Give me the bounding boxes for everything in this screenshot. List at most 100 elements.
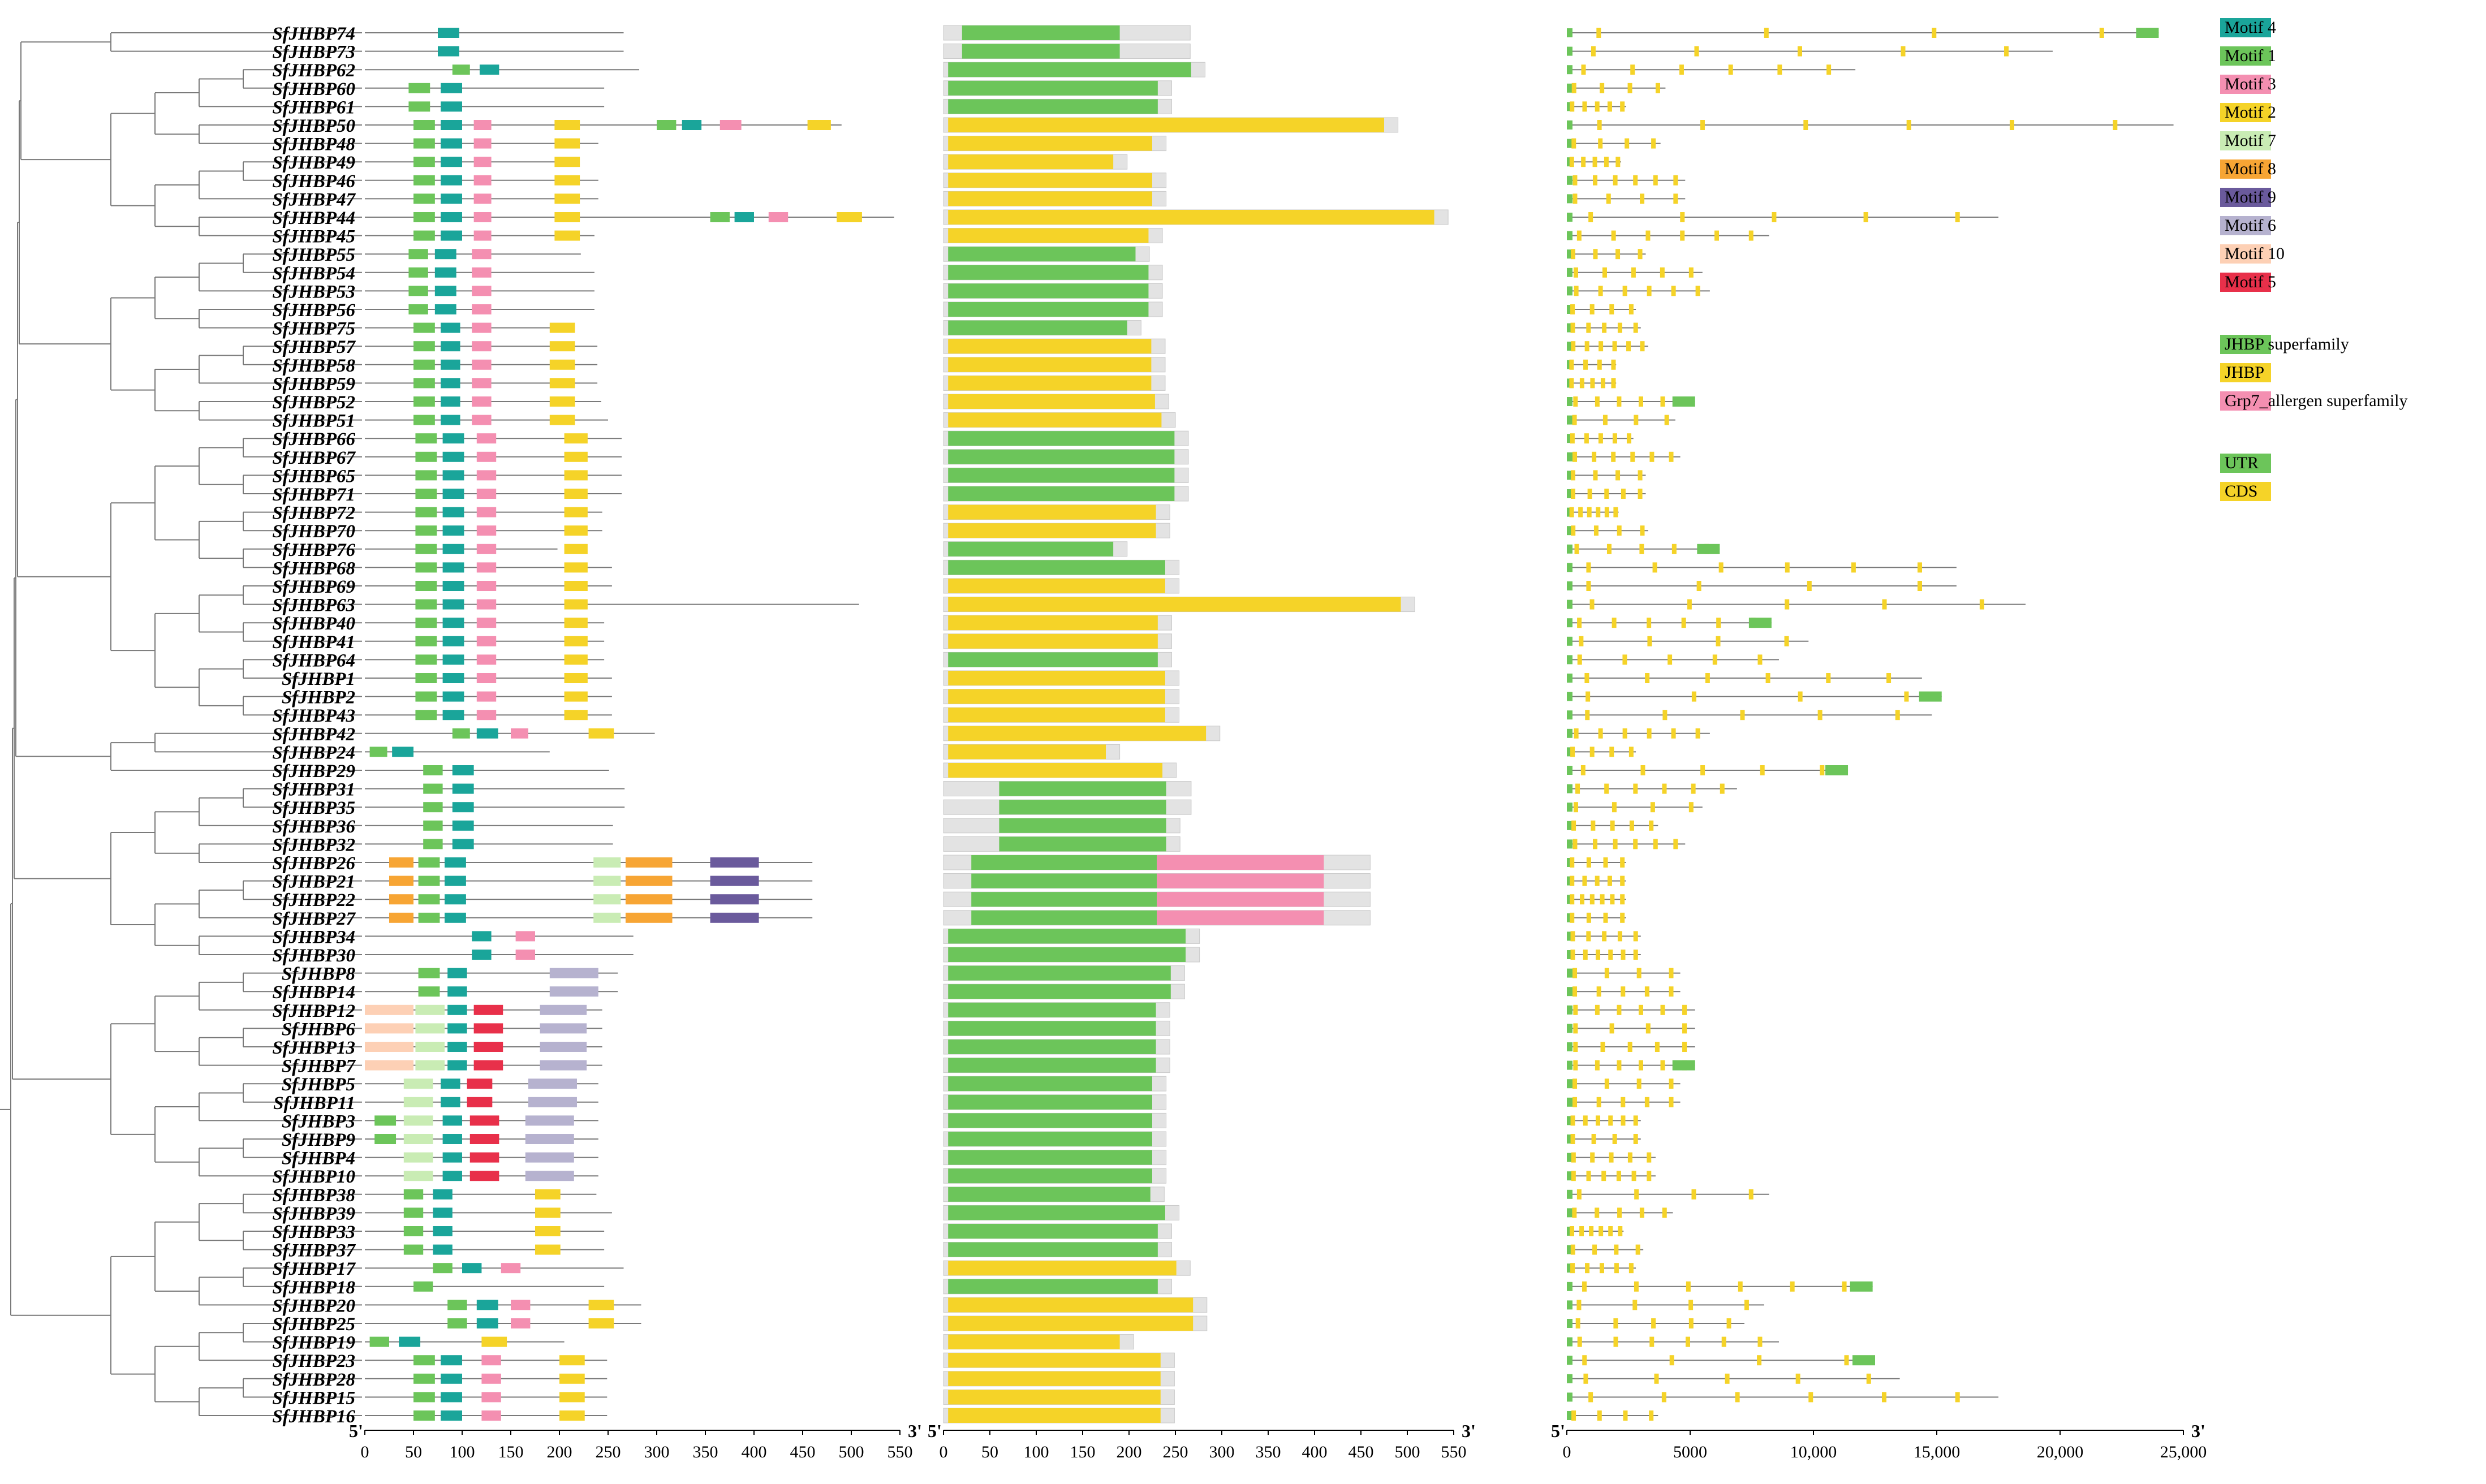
domain-tick-label: 400 — [1302, 1443, 1328, 1461]
motif4-box — [442, 654, 464, 665]
cds-exon — [1633, 1134, 1638, 1144]
motif10-box — [365, 1023, 413, 1034]
cds-exon — [1576, 1189, 1582, 1200]
gene-tick-label: 25,000 — [2160, 1443, 2207, 1461]
utr-block — [1567, 766, 1572, 775]
motif8-box — [625, 875, 673, 886]
cds-exon — [1570, 950, 1575, 960]
cds-exon — [1589, 599, 1595, 610]
gene-label: SfJHBP39 — [272, 1203, 355, 1224]
cds-exon — [1633, 175, 1638, 186]
cds-exon — [1576, 230, 1582, 241]
cds-exon — [1633, 931, 1638, 942]
cds-exon — [1570, 747, 1575, 757]
jhbp-superfamily-domain — [948, 486, 1175, 501]
motif2-box — [564, 673, 588, 683]
cds-exon — [1653, 839, 1658, 849]
jhbp-superfamily-domain — [948, 1242, 1158, 1257]
cds-exon — [1777, 64, 1782, 75]
jhbp-superfamily-domain — [962, 44, 1120, 59]
motif4-box — [442, 562, 464, 573]
cds-exon — [1687, 599, 1692, 610]
cds-exon — [1633, 950, 1638, 960]
motif4-box — [442, 618, 464, 628]
cds-exon — [1574, 286, 1579, 296]
motif-tick-label: 450 — [790, 1443, 816, 1461]
motif3-box — [473, 175, 492, 186]
motif1-box — [418, 894, 440, 905]
jhbp-superfamily-domain — [948, 80, 1158, 96]
cds-exon — [1596, 28, 1601, 38]
motif2-box — [564, 562, 588, 573]
gene-tick-label: 15,000 — [1914, 1443, 1961, 1461]
motif1-box — [413, 1281, 433, 1292]
motif2-box — [564, 691, 588, 702]
utr-block — [1567, 1356, 1572, 1365]
motif3-box — [719, 120, 742, 130]
motif4-box — [442, 1115, 462, 1126]
cds-exon — [1714, 230, 1719, 241]
cds-exon — [1607, 101, 1612, 112]
cds-exon — [1673, 175, 1678, 186]
legend-swatch — [2220, 335, 2271, 354]
gene-label: SfJHBP11 — [273, 1093, 355, 1114]
cds-exon — [1748, 230, 1753, 241]
cds-exon — [1622, 654, 1627, 665]
utr-block — [1567, 1079, 1572, 1089]
cds-exon — [1570, 875, 1575, 886]
motif1-box — [413, 120, 435, 130]
gene-label: SfJHBP25 — [272, 1314, 355, 1335]
cds-exon — [1585, 1263, 1590, 1274]
motif3-box — [511, 1300, 531, 1310]
jhbp-domain — [948, 689, 1165, 704]
legend-swatch — [2220, 131, 2271, 150]
gene-label: SfJHBP3 — [282, 1111, 355, 1132]
motif1-box — [423, 839, 443, 849]
cds-exon — [1570, 1263, 1575, 1274]
utr-block — [1567, 415, 1572, 425]
gene-label: SfJHBP43 — [272, 706, 355, 726]
gene-label: SfJHBP12 — [272, 1001, 355, 1021]
motif-tick-label: 250 — [596, 1443, 621, 1461]
motif2-box — [535, 1226, 561, 1236]
jhbp-superfamily-domain — [948, 1058, 1156, 1073]
utr-block — [1567, 65, 1572, 75]
gene-label: SfJHBP58 — [272, 356, 355, 376]
cds-exon — [1738, 1281, 1743, 1292]
cds-exon — [1716, 618, 1721, 628]
motif2-box — [549, 341, 575, 352]
cds-exon — [1570, 322, 1575, 333]
motif4-box — [447, 1004, 467, 1015]
motif10-box — [365, 1060, 413, 1071]
cds-exon — [1630, 451, 1635, 462]
motif3-box — [511, 1318, 531, 1328]
cds-exon — [1592, 1244, 1597, 1255]
cds-exon — [1673, 193, 1678, 204]
motif4-box — [472, 950, 492, 960]
phylogenetic-tree — [0, 32, 362, 1416]
motif4-box — [433, 1226, 453, 1236]
motif1-box — [418, 968, 440, 978]
cds-exon — [1669, 451, 1674, 462]
cds-exon — [1575, 783, 1580, 794]
utr-block — [1567, 231, 1572, 240]
motif1-box — [452, 64, 470, 75]
cds-exon — [1725, 1373, 1730, 1384]
cds-exon — [1569, 359, 1574, 370]
gene-label: SfJHBP57 — [272, 337, 356, 357]
three-prime-label: 3' — [908, 1421, 922, 1441]
domain-tick-label: 500 — [1395, 1443, 1420, 1461]
legend: Motif 4 Motif 1 Motif 3 Motif 2 Motif 7 Motif… — [2220, 18, 2408, 501]
jhbp-domain — [948, 154, 1114, 170]
domain-tick-label: 300 — [1209, 1443, 1235, 1461]
motif3-box — [476, 525, 497, 536]
cds-exon — [1668, 654, 1673, 665]
cds-exon — [1647, 1171, 1652, 1181]
cds-exon — [1638, 470, 1643, 481]
jhbp-superfamily-domain — [948, 560, 1165, 575]
motif5-box — [467, 1079, 493, 1089]
cds-exon — [1634, 415, 1639, 425]
motif3-box — [473, 193, 492, 204]
cds-exon — [1579, 1226, 1584, 1236]
cds-exon — [1669, 986, 1674, 997]
